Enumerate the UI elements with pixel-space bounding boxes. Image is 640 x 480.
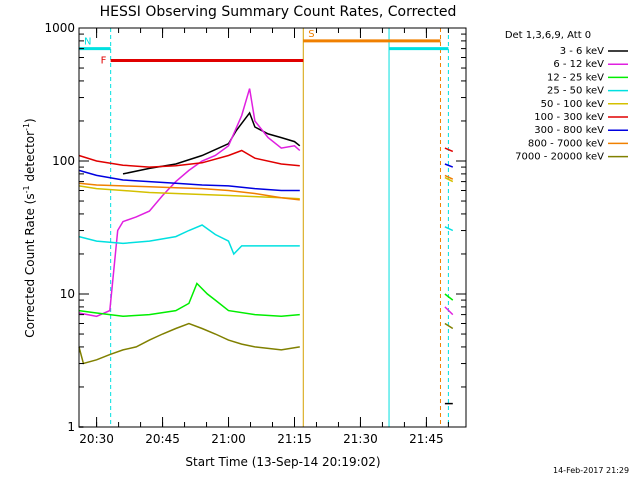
series-line-9-segment-1	[78, 322, 300, 365]
series-line-5-segment-1	[78, 185, 300, 200]
plot-frame	[78, 27, 467, 428]
x-axis-label: Start Time (13-Sep-14 20:19:02)	[185, 455, 380, 469]
series-line-1-segment-2	[122, 111, 301, 175]
legend-label-8: 800 - 7000 keV	[528, 138, 604, 149]
series-line-3-segment-1	[78, 282, 300, 318]
y-tick-label-1000: 1000	[44, 21, 75, 35]
series-line-4-segment-2	[444, 226, 454, 232]
legend: Det 1,3,6,9, Att 0 3 - 6 keV 6 - 12 keV 12…	[505, 30, 628, 163]
timestamp: 14-Feb-2017 21:29	[553, 466, 630, 475]
x-tick-label-5: 21:30	[343, 432, 378, 446]
y-tick-label-10: 10	[60, 287, 75, 301]
chart-title: HESSI Observing Summary Count Rates, Cor…	[100, 4, 457, 20]
series-line-2-segment-2	[444, 306, 454, 316]
legend-label-1: 3 - 6 keV	[560, 46, 604, 57]
y-tick-label-100: 100	[52, 154, 75, 168]
legend-label-7: 300 - 800 keV	[534, 125, 604, 136]
y-tick-label-1: 1	[67, 420, 75, 434]
flag-label-f: F	[101, 55, 107, 66]
x-tick-label-4: 21:15	[277, 432, 312, 446]
series-line-4-segment-1	[78, 224, 300, 256]
series-line-5-segment-2	[444, 176, 454, 183]
legend-label-2: 6 - 12 keV	[553, 59, 604, 70]
legend-label-6: 100 - 300 keV	[534, 112, 604, 123]
series-line-2-segment-1	[78, 88, 301, 318]
series-line-8-segment-1	[78, 182, 300, 201]
flag-label-s: S	[308, 29, 314, 40]
series-line-3-segment-2	[444, 293, 454, 301]
series-line-7-segment-1	[78, 169, 300, 192]
x-tick-label-6: 21:45	[409, 432, 444, 446]
legend-label-4: 25 - 50 keV	[547, 86, 604, 97]
series-line-9-segment-2	[444, 322, 454, 330]
x-tick-label-1: 20:30	[79, 432, 114, 446]
plot-area: NF S	[78, 28, 454, 428]
x-tick-label-3: 21:00	[211, 432, 246, 446]
legend-label-9: 7000 - 20000 keV	[515, 152, 604, 163]
series-line-6-segment-2	[444, 147, 454, 153]
flag-label-n: N	[84, 37, 91, 48]
y-axis-label: Corrected Count Rate (s-1 detector-1)	[22, 118, 37, 337]
legend-label-3: 12 - 25 keV	[547, 72, 604, 83]
series-line-8-segment-2	[444, 174, 454, 180]
axes: 1 10 100 1000 20:30 20:45 21:00 21:15 21:30 21:45	[44, 21, 466, 446]
series-line-6-segment-1	[78, 149, 300, 168]
legend-title: Det 1,3,6,9, Att 0	[505, 30, 591, 41]
legend-label-5: 50 - 100 keV	[541, 99, 605, 110]
series-line-7-segment-2	[444, 163, 454, 168]
x-tick-label-2: 20:45	[145, 432, 180, 446]
